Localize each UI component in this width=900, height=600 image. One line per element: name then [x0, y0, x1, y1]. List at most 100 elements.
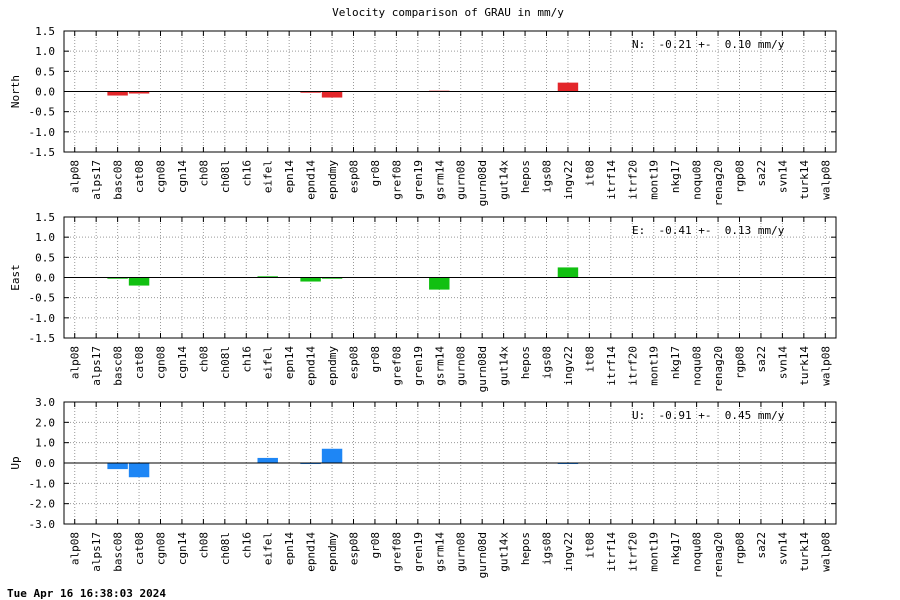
- bar-cat08: [128, 277, 150, 286]
- xtick-label: rgp08: [734, 532, 747, 565]
- xtick-label: ch08l: [219, 346, 232, 379]
- xtick-label: gurn08: [455, 160, 468, 200]
- xtick-label: epnd14: [305, 346, 318, 386]
- ytick-label: -1.5: [29, 146, 56, 159]
- xtick-label: gref08: [390, 532, 403, 572]
- xtick-label: epnd14: [305, 532, 318, 572]
- bar-eifel: [257, 276, 278, 278]
- xtick-label: gren19: [412, 160, 425, 200]
- xtick-label: turk14: [798, 160, 811, 200]
- ytick-label: 0.0: [35, 86, 55, 99]
- xtick-label: gurn08d: [476, 346, 489, 392]
- xtick-label: ch16: [240, 160, 253, 187]
- xtick-label: noqu08: [691, 160, 704, 200]
- xtick-label: renag20: [712, 160, 725, 206]
- xtick-label: esp08: [348, 160, 361, 193]
- xtick-label: ingv22: [562, 532, 575, 572]
- xtick-label: ch08: [197, 160, 210, 187]
- panel-north: 1.5 1.0 0.5 0.0 -0.5 -1.0 -1.5 alp08 alps17 basc0…: [9, 25, 837, 206]
- bar-basc08: [107, 91, 128, 96]
- ytick-label: -3.0: [29, 518, 56, 531]
- panel-up: 3.0 2.0 1.0 0.0 -1.0 -2.0 -3.0 alp08 alps17 basc0…: [9, 396, 837, 578]
- xtick-label: igs08: [541, 346, 554, 379]
- xtick-label: svn14: [776, 160, 789, 193]
- xtick-label: cat08: [133, 346, 146, 379]
- xtick-label: epndmy: [326, 346, 339, 386]
- xtick-label: alps17: [90, 532, 103, 572]
- xtick-label: mont19: [648, 346, 661, 386]
- xtick-label: alp08: [69, 346, 82, 379]
- xtick-label: walp08: [819, 346, 832, 386]
- ytick-label: 0.5: [35, 65, 55, 78]
- xtick-label: alps17: [90, 346, 103, 386]
- xtick-label: itrf20: [626, 532, 639, 572]
- xtick-label: igs08: [541, 160, 554, 193]
- xtick-label: cgn08: [155, 346, 168, 379]
- y-axis-label: Up: [9, 456, 22, 469]
- chart-title: Velocity comparison of GRAU in mm/y: [332, 6, 564, 19]
- xtick-label: ch08: [197, 532, 210, 559]
- ytick-label: -2.0: [29, 498, 56, 511]
- xtick-label: epndmy: [326, 160, 339, 200]
- xtick-label: gr08: [369, 160, 382, 187]
- xtick-label: ch16: [240, 532, 253, 559]
- xtick-label: sa22: [755, 532, 768, 559]
- xtick-label: cgn08: [155, 160, 168, 193]
- bar-epnd14: [300, 277, 321, 282]
- ytick-label: 3.0: [35, 396, 55, 409]
- xtick-label: basc08: [112, 532, 125, 572]
- bar-cat08: [128, 463, 150, 478]
- ytick-label: 1.5: [35, 25, 55, 38]
- xtick-label: nkg17: [669, 346, 682, 379]
- ytick-label: 1.0: [35, 231, 55, 244]
- xtick-label: itrf20: [626, 346, 639, 386]
- xtick-label: itrf14: [605, 346, 618, 386]
- xtick-label: epndmy: [326, 532, 339, 572]
- xtick-label: eifel: [262, 532, 275, 565]
- xtick-label: rgp08: [734, 346, 747, 379]
- xtick-label: igs08: [541, 532, 554, 565]
- y-axis-label: North: [9, 75, 22, 108]
- xtick-label: epn14: [283, 160, 296, 193]
- xtick-label: eifel: [262, 160, 275, 193]
- xtick-label: ch08l: [219, 532, 232, 565]
- ytick-label: 1.0: [35, 45, 55, 58]
- xtick-label: mont19: [648, 160, 661, 200]
- xtick-label: cat08: [133, 532, 146, 565]
- ytick-label: 0.5: [35, 251, 55, 264]
- xtick-label: gut14x: [498, 532, 511, 572]
- timestamp: Tue Apr 16 16:38:03 2024: [7, 587, 166, 600]
- xtick-label: svn14: [776, 346, 789, 379]
- xtick-label: cgn14: [176, 346, 189, 379]
- bar-ingv22: [557, 463, 579, 465]
- xtick-label: ch08: [197, 346, 210, 373]
- bar-epndmy: [321, 448, 343, 463]
- xtick-label: ingv22: [562, 160, 575, 200]
- xtick-label: walp08: [819, 532, 832, 572]
- ytick-label: -0.5: [29, 292, 56, 305]
- y-axis-label: East: [9, 264, 22, 291]
- xtick-label: esp08: [348, 346, 361, 379]
- xtick-label: gren19: [412, 532, 425, 572]
- plot-frame: [63, 216, 837, 339]
- stat-annotation: N: -0.21 +- 0.10 mm/y: [632, 38, 785, 51]
- xtick-label: noqu08: [691, 346, 704, 386]
- xtick-label: alp08: [69, 160, 82, 193]
- xtick-label: hepos: [519, 532, 532, 565]
- bar-cat08: [128, 91, 150, 94]
- bar-epndmy: [321, 277, 343, 279]
- xtick-label: basc08: [112, 160, 125, 200]
- chart-panels: 1.5 1.0 0.5 0.0 -0.5 -1.0 -1.5 alp08 alps17 basc0…: [9, 25, 837, 578]
- ytick-label: 0.0: [35, 272, 55, 285]
- ytick-label: -1.0: [29, 477, 56, 490]
- xtick-label: gurn08: [455, 346, 468, 386]
- xtick-label: eifel: [262, 346, 275, 379]
- xtick-label: gr08: [369, 346, 382, 373]
- bar-epndmy: [321, 91, 343, 98]
- xtick-label: ch16: [240, 346, 253, 373]
- ytick-label: -1.5: [29, 332, 56, 345]
- xtick-label: epn14: [283, 532, 296, 565]
- xtick-label: ch08l: [219, 160, 232, 193]
- stat-annotation: E: -0.41 +- 0.13 mm/y: [632, 224, 785, 237]
- xtick-label: gr08: [369, 532, 382, 559]
